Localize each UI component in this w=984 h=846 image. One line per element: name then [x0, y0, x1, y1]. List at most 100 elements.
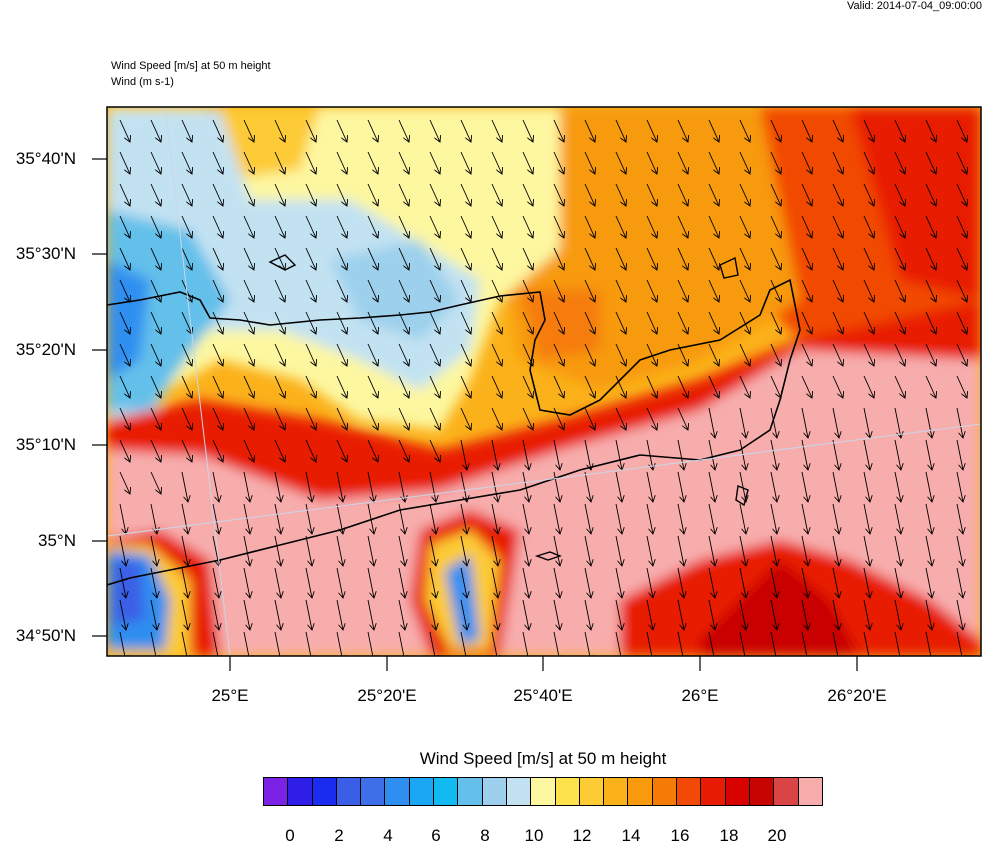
wind-vector-arrow — [956, 567, 963, 598]
wind-vector-arrow — [832, 247, 843, 270]
wind-vector-arrow — [832, 311, 843, 334]
wind-vector-arrow — [770, 215, 781, 238]
wind-vector-arrow — [863, 343, 874, 366]
wind-vector-arrow — [460, 343, 471, 366]
wind-vector-arrow — [119, 311, 130, 334]
wind-vector-arrow — [398, 535, 405, 566]
wind-vector-arrow — [646, 183, 657, 206]
wind-vector-arrow — [646, 503, 653, 534]
wind-vector-arrow — [832, 503, 839, 534]
wind-vector-arrow — [553, 407, 564, 430]
colorbar-swatch — [264, 778, 289, 805]
wind-vector-arrow — [894, 119, 905, 142]
wind-vector-arrow — [491, 311, 502, 334]
wind-vector-arrow — [708, 183, 719, 206]
wind-vector-arrow — [615, 343, 626, 366]
colorbar-swatch — [604, 778, 629, 805]
wind-vector-arrow — [801, 119, 812, 142]
wind-vector-arrow — [925, 439, 932, 470]
wind-vector-arrow — [677, 471, 684, 502]
wind-vector-arrow — [150, 471, 161, 494]
wind-vector-arrow — [894, 183, 905, 206]
wind-vector-arrow — [646, 311, 657, 334]
wind-vector-arrow — [429, 407, 440, 430]
wind-vector-arrow — [553, 375, 564, 398]
wind-vector-arrow — [522, 471, 529, 502]
wind-vector-arrow — [367, 407, 378, 430]
wind-vector-arrow — [181, 631, 188, 656]
wind-vector-arrow — [894, 567, 901, 598]
wind-vector-arrow — [863, 119, 874, 142]
wind-vector-arrow — [305, 599, 312, 630]
wind-vector-arrow — [553, 151, 564, 174]
wind-vector-arrow — [429, 599, 436, 630]
wind-vector-arrow — [646, 247, 657, 270]
colorbar-label: 20 — [767, 826, 787, 845]
wind-vector-arrow — [491, 599, 498, 630]
wind-vector-arrow — [212, 599, 219, 630]
wind-vector-arrow — [243, 471, 250, 502]
wind-vector-arrow — [274, 247, 285, 270]
wind-vector-arrow — [367, 215, 378, 238]
wind-vector-arrow — [150, 183, 161, 206]
wind-vector-arrow — [491, 567, 498, 598]
wind-vector-arrow — [739, 535, 746, 566]
wind-vector-arrow — [336, 407, 347, 430]
wind-vector-arrow — [336, 183, 347, 206]
wind-vector-arrow — [677, 119, 688, 142]
lat-label: 35°20'N — [15, 340, 76, 359]
wind-vector-arrow — [181, 535, 188, 566]
wind-vector-arrow — [336, 119, 347, 142]
wind-vector-arrow — [119, 343, 130, 366]
wind-vector-arrow — [243, 631, 250, 656]
wind-vector-arrow — [863, 471, 870, 502]
wind-vector-arrow — [739, 247, 750, 270]
wind-vector-arrow — [150, 407, 161, 430]
lat-label: 34°50'N — [15, 626, 76, 645]
colorbar-swatch — [506, 778, 532, 805]
wind-vector-arrow — [429, 119, 440, 142]
wind-vector-arrow — [925, 599, 932, 630]
wind-vector-arrow — [615, 535, 622, 566]
colorbar-label: 8 — [480, 826, 490, 845]
wind-vector-arrow — [367, 119, 378, 142]
wind-vector-arrow — [584, 535, 591, 566]
wind-vector-arrow — [119, 279, 130, 302]
wind-vector-arrow — [460, 599, 467, 630]
wind-vector-arrow — [863, 503, 870, 534]
island-outline — [268, 254, 297, 271]
wind-vector-arrow — [119, 503, 126, 534]
wind-vector-arrow — [181, 215, 192, 238]
wind-vector-arrow — [522, 279, 533, 302]
wind-vector-arrow — [305, 535, 312, 566]
wind-vector-arrow — [398, 407, 409, 430]
wind-vector-arrow — [522, 311, 533, 334]
wind-vector-arrow — [956, 215, 967, 238]
wind-vector-arrow — [615, 471, 622, 502]
colorbar-swatch — [628, 778, 653, 805]
wind-vector-arrow — [336, 439, 347, 462]
wind-vector-arrow — [770, 599, 777, 630]
wind-vector-arrow — [584, 503, 591, 534]
lon-label: 25°E — [211, 686, 249, 705]
wind-vector-arrow — [274, 151, 285, 174]
wind-vector-arrow — [925, 215, 936, 238]
colorbar-swatch — [749, 778, 775, 805]
wind-vector-arrow — [863, 631, 870, 656]
wind-vector-arrow — [615, 631, 622, 656]
wind-vector-arrow — [460, 631, 467, 656]
wind-vector-arrow — [150, 535, 157, 566]
wind-vector-arrow — [677, 375, 688, 398]
wind-vector-arrow — [677, 599, 684, 630]
wind-vector-arrow — [305, 375, 316, 398]
wind-vector-arrow — [243, 439, 254, 462]
wind-vector-arrow — [398, 439, 409, 462]
wind-vector-arrow — [398, 119, 409, 142]
wind-vector-arrow — [708, 215, 719, 238]
wind-vector-arrow — [212, 119, 223, 142]
wind-vector-arrow — [832, 279, 843, 302]
wind-vector-arrow — [770, 439, 777, 470]
wind-vector-arrow — [398, 471, 405, 502]
wind-vector-arrow — [832, 215, 843, 238]
wind-vector-arrow — [398, 631, 405, 656]
